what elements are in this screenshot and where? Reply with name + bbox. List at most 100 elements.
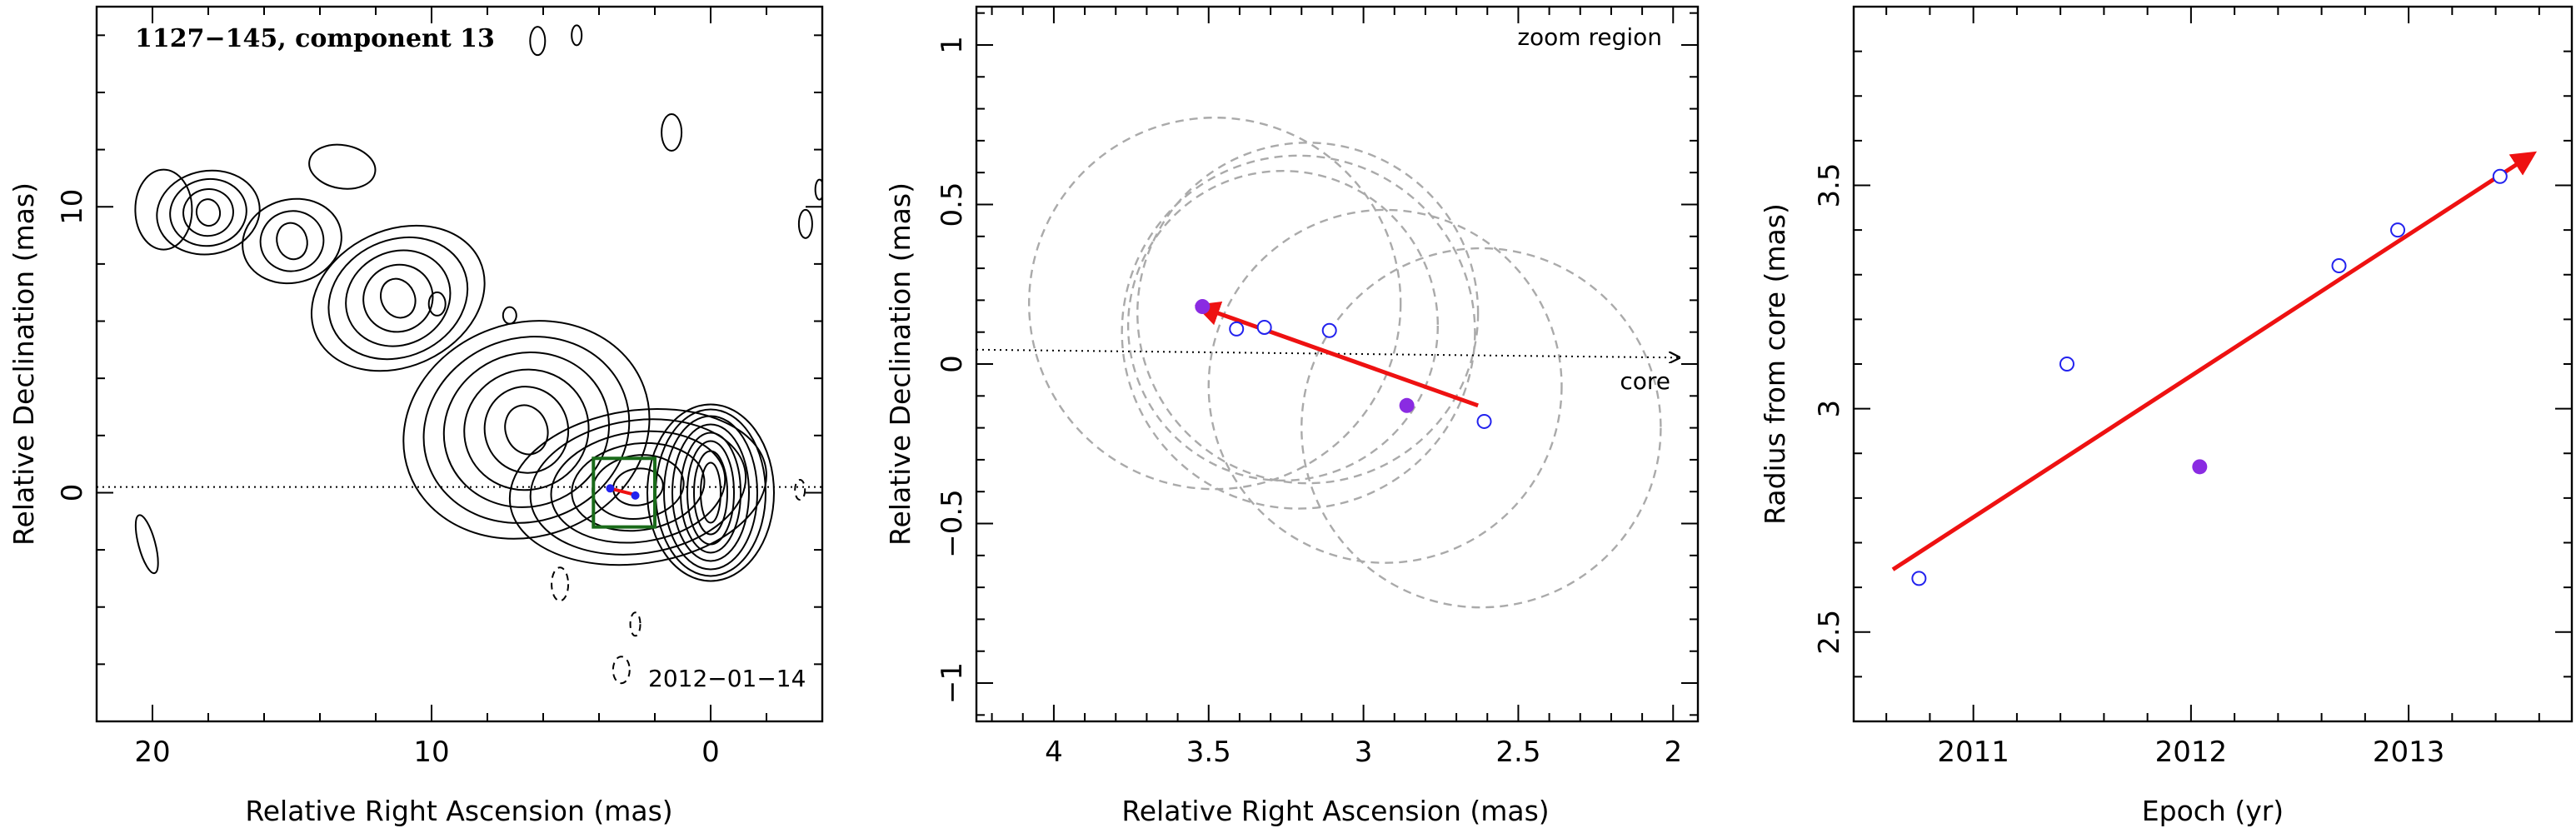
contour <box>182 188 234 237</box>
panel-1-marks <box>97 456 822 529</box>
panel-2-zoom-region: 4 3.5 3 2.5 2 −1 −0.5 0 0.5 1 zoom region core Re… <box>884 5 1700 827</box>
panel-3-ticks: 2011 2012 2013 2.5 3 3.5 <box>1813 7 2572 769</box>
contour <box>308 143 377 190</box>
open-point <box>1321 322 1337 338</box>
p2-xtick-label: 2.5 <box>1495 736 1540 769</box>
core-label: core <box>1620 367 1670 395</box>
contour <box>276 222 308 261</box>
component-size-circle <box>1207 208 1563 564</box>
panel-2-marks <box>976 117 1680 609</box>
p3-xtick-label: 2011 <box>1937 736 2009 769</box>
negative-contour <box>612 656 631 685</box>
contour <box>646 403 775 582</box>
zoom-region-label: zoom region <box>1517 23 1662 51</box>
panel-2-frame <box>975 5 1700 723</box>
motion-arrow <box>1194 301 1479 408</box>
negative-contour <box>794 479 806 501</box>
filled-point <box>1195 299 1211 315</box>
open-point <box>2059 357 2074 372</box>
contour <box>671 423 750 562</box>
component-point-mini <box>631 491 640 500</box>
panel-3-radius-vs-epoch: 2011 2012 2013 2.5 3 3.5 Epoch (yr) Radius fr… <box>1759 5 2574 827</box>
panel-1-title: 1127−145, component 13 <box>135 24 495 53</box>
p2-ytick-label: 0.5 <box>936 182 969 227</box>
panel-1-contour-map: 20 10 0 0 10 1127−145, component 13 2012−01−… <box>7 5 824 827</box>
open-point <box>1911 571 1927 586</box>
contour <box>427 291 447 317</box>
contour <box>242 197 342 285</box>
contour <box>508 407 767 566</box>
p2-xtick-label: 4 <box>1045 736 1063 769</box>
p3-xtick-label: 2012 <box>2155 736 2228 769</box>
contour <box>134 514 159 575</box>
p3-ytick-label: 3.5 <box>1813 162 1846 207</box>
p2-ytick-label: 0 <box>936 355 969 373</box>
contour <box>134 168 193 251</box>
contour <box>345 249 452 347</box>
contour <box>442 351 610 508</box>
panel-1-ticks: 20 10 0 0 10 <box>56 7 822 769</box>
contour <box>195 198 222 227</box>
p1-xtick-label: 10 <box>413 736 449 769</box>
negative-contour <box>551 566 570 602</box>
contour <box>680 431 741 554</box>
component-size-circle <box>1300 247 1662 609</box>
open-point <box>2390 222 2406 238</box>
p1-ytick-label: 10 <box>56 189 89 225</box>
contour <box>422 336 631 524</box>
p3-ytick-label: 3 <box>1813 400 1846 418</box>
p2-xtick-label: 3 <box>1355 736 1373 769</box>
component-size-circle <box>1136 142 1480 485</box>
contour <box>402 320 651 540</box>
contour <box>797 208 813 239</box>
contour <box>327 236 469 361</box>
contour <box>814 178 822 201</box>
contour <box>483 386 570 474</box>
fit-arrow <box>1891 151 2538 571</box>
panel-3-ylabel: Radius from core (mas) <box>1759 203 1791 525</box>
p2-ytick-label: −1 <box>936 662 969 704</box>
panel-1-frame <box>95 5 824 723</box>
contour-lines <box>134 24 822 685</box>
p2-ytick-label: 1 <box>936 36 969 54</box>
contour <box>310 224 486 372</box>
panel-1-epoch-label: 2012−01−14 <box>648 665 806 692</box>
contour <box>362 263 434 333</box>
component-size-circle <box>1126 169 1439 482</box>
panel-3-marks <box>1891 151 2538 586</box>
contour <box>259 210 325 272</box>
open-point <box>1476 413 1492 429</box>
filled-point <box>2192 459 2208 475</box>
contour <box>156 169 261 256</box>
p3-xtick-label: 2013 <box>2373 736 2445 769</box>
panel-3-xlabel: Epoch (yr) <box>2142 795 2284 827</box>
panel-2-ticks: 4 3.5 3 2.5 2 −1 −0.5 0 0.5 1 <box>936 7 1698 769</box>
contour <box>169 177 247 247</box>
p2-xtick-label: 2 <box>1664 736 1682 769</box>
contour <box>700 461 721 524</box>
panel-1-ylabel: Relative Declination (mas) <box>7 182 40 546</box>
contour <box>550 430 726 544</box>
p2-ytick-label: −0.5 <box>936 489 969 558</box>
p1-xtick-label: 0 <box>701 736 720 769</box>
negative-contour <box>629 611 642 637</box>
panel-1-xlabel: Relative Right Ascension (mas) <box>245 795 672 827</box>
open-point <box>2331 258 2347 274</box>
contour <box>661 113 683 152</box>
contour <box>571 441 706 532</box>
component-size-circle <box>1027 117 1402 491</box>
p2-xtick-label: 3.5 <box>1186 736 1231 769</box>
p1-ytick-label: 0 <box>56 484 89 502</box>
component-size-circle <box>1121 154 1476 510</box>
contour <box>502 306 517 325</box>
contour <box>571 24 583 47</box>
open-point <box>1256 319 1272 335</box>
contour <box>529 26 547 57</box>
contour <box>504 404 549 456</box>
panel-2-ylabel: Relative Declination (mas) <box>884 182 916 546</box>
open-point <box>2492 168 2508 184</box>
filled-point <box>1399 397 1415 413</box>
open-point <box>1229 321 1245 337</box>
zoom-region-box <box>592 456 656 529</box>
